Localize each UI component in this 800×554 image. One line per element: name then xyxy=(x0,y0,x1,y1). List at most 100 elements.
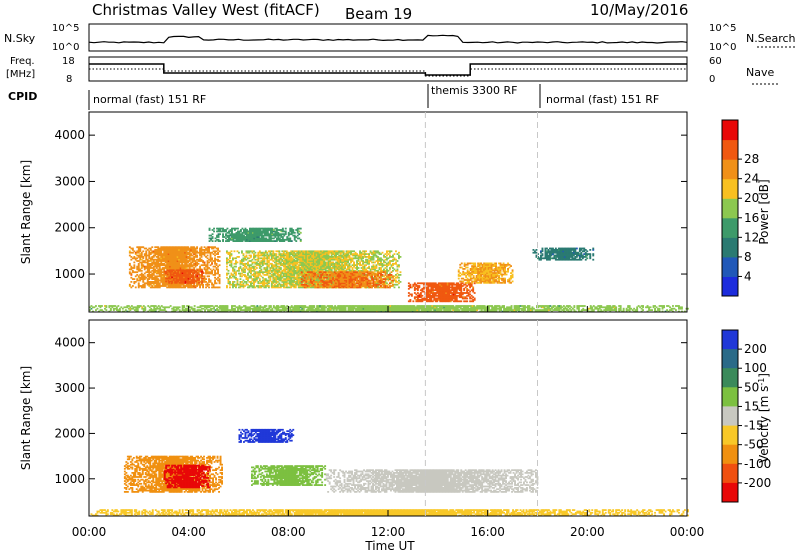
power-cell xyxy=(326,267,329,269)
power-cell xyxy=(190,286,193,289)
power-cell xyxy=(270,265,273,268)
power-cell xyxy=(199,265,201,268)
power-cell xyxy=(154,279,157,282)
power-cell xyxy=(143,272,146,275)
power-cell xyxy=(248,275,251,278)
power-cell xyxy=(155,261,158,264)
power-cell xyxy=(287,268,290,271)
power-cell xyxy=(181,269,184,272)
power-cell xyxy=(297,250,300,253)
power-cell xyxy=(302,262,305,265)
power-cell xyxy=(299,257,302,260)
power-cell xyxy=(279,274,282,276)
power-cell xyxy=(305,250,308,253)
power-cell xyxy=(190,281,193,284)
power-cell xyxy=(321,262,324,265)
power-cell xyxy=(347,253,349,255)
power-cell xyxy=(182,247,185,250)
power-cell xyxy=(356,264,358,267)
power-cell xyxy=(315,282,318,285)
power-cell xyxy=(345,264,348,267)
power-cell xyxy=(230,272,233,275)
power-cell xyxy=(336,256,339,258)
power-cell xyxy=(314,269,317,272)
power-cell xyxy=(190,279,193,281)
power-cell xyxy=(172,281,175,283)
power-cell xyxy=(148,262,151,265)
power-cell xyxy=(335,262,338,265)
power-cell xyxy=(354,264,357,267)
power-cell xyxy=(158,260,161,262)
nsky-tick-top: 10^5 xyxy=(52,23,79,34)
power-cell xyxy=(163,258,166,261)
power-cell xyxy=(275,269,278,272)
power-cell xyxy=(323,275,326,278)
power-cell xyxy=(350,257,352,260)
power-cell xyxy=(248,254,251,257)
power-cell xyxy=(245,256,248,258)
power-cell xyxy=(242,268,245,271)
power-cell xyxy=(338,250,341,253)
power-cell xyxy=(226,276,228,279)
power-cell xyxy=(293,256,296,258)
power-cell xyxy=(315,269,318,272)
power-cell xyxy=(327,250,330,253)
power-cell xyxy=(185,264,188,267)
power-cell xyxy=(244,274,246,276)
power-cell xyxy=(290,278,293,280)
power-cell xyxy=(300,268,303,271)
power-cell xyxy=(154,261,157,264)
power-cell xyxy=(160,269,163,272)
power-cell xyxy=(315,262,318,265)
power-cell xyxy=(275,264,278,267)
power-cell xyxy=(327,261,330,264)
power-cell xyxy=(146,265,149,268)
power-cell xyxy=(155,285,158,287)
power-cell xyxy=(314,264,317,267)
power-cell xyxy=(195,270,197,273)
power-cell xyxy=(297,279,300,282)
power-cell xyxy=(251,282,254,285)
power-cell xyxy=(142,275,145,278)
power-cell xyxy=(281,281,284,283)
power-cell xyxy=(170,262,173,265)
power-cell xyxy=(146,258,149,261)
power-cell xyxy=(160,262,163,265)
nave-tick-top: 60 xyxy=(709,56,722,67)
power-cell xyxy=(345,258,348,261)
power-cell xyxy=(285,283,288,286)
power-cell xyxy=(264,257,267,260)
power-cell xyxy=(315,278,318,280)
power-cell xyxy=(235,260,237,262)
power-cell xyxy=(300,265,303,268)
power-cell xyxy=(172,276,175,279)
power-cell xyxy=(233,285,236,287)
power-cell xyxy=(392,275,394,278)
power-cell xyxy=(308,283,311,286)
power-cell xyxy=(211,246,213,249)
power-cell xyxy=(133,257,136,260)
power-cell xyxy=(302,254,305,257)
power-cell xyxy=(311,253,314,255)
power-cell xyxy=(194,269,197,272)
power-cell xyxy=(330,283,333,286)
power-cell xyxy=(278,282,281,285)
power-cell xyxy=(344,261,346,264)
power-cell xyxy=(353,254,355,257)
power-cell xyxy=(230,261,233,264)
power-cell xyxy=(399,281,402,283)
power-cell xyxy=(196,272,199,274)
power-cell xyxy=(302,268,305,271)
power-cell xyxy=(148,247,151,250)
power-cell xyxy=(253,275,255,278)
power-cell xyxy=(193,268,196,271)
power-cell xyxy=(190,275,193,277)
power-cell xyxy=(241,258,243,261)
power-cell xyxy=(284,282,287,285)
power-cell xyxy=(187,286,190,289)
power-cell xyxy=(315,267,318,269)
power-cell xyxy=(236,250,239,253)
power-cell xyxy=(187,273,190,276)
power-cell xyxy=(148,260,151,262)
power-cell xyxy=(327,265,330,268)
